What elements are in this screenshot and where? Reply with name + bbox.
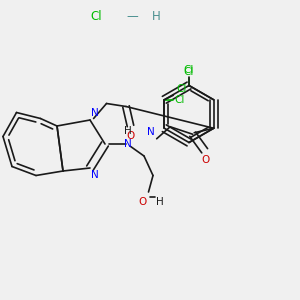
Text: Cl: Cl <box>175 95 185 105</box>
Text: Cl: Cl <box>184 67 194 77</box>
Text: H: H <box>152 10 160 23</box>
Text: O: O <box>126 131 135 141</box>
Text: N: N <box>92 170 99 180</box>
Text: H: H <box>124 127 131 136</box>
Text: H: H <box>156 197 164 207</box>
Text: Cl: Cl <box>176 84 187 94</box>
Text: Cl: Cl <box>184 65 194 75</box>
Text: N: N <box>124 139 131 149</box>
Text: —: — <box>126 10 138 23</box>
Text: Cl: Cl <box>90 10 102 23</box>
Text: O: O <box>139 197 147 207</box>
Text: O: O <box>202 155 210 165</box>
Text: N: N <box>92 108 99 118</box>
Text: N: N <box>147 127 155 137</box>
